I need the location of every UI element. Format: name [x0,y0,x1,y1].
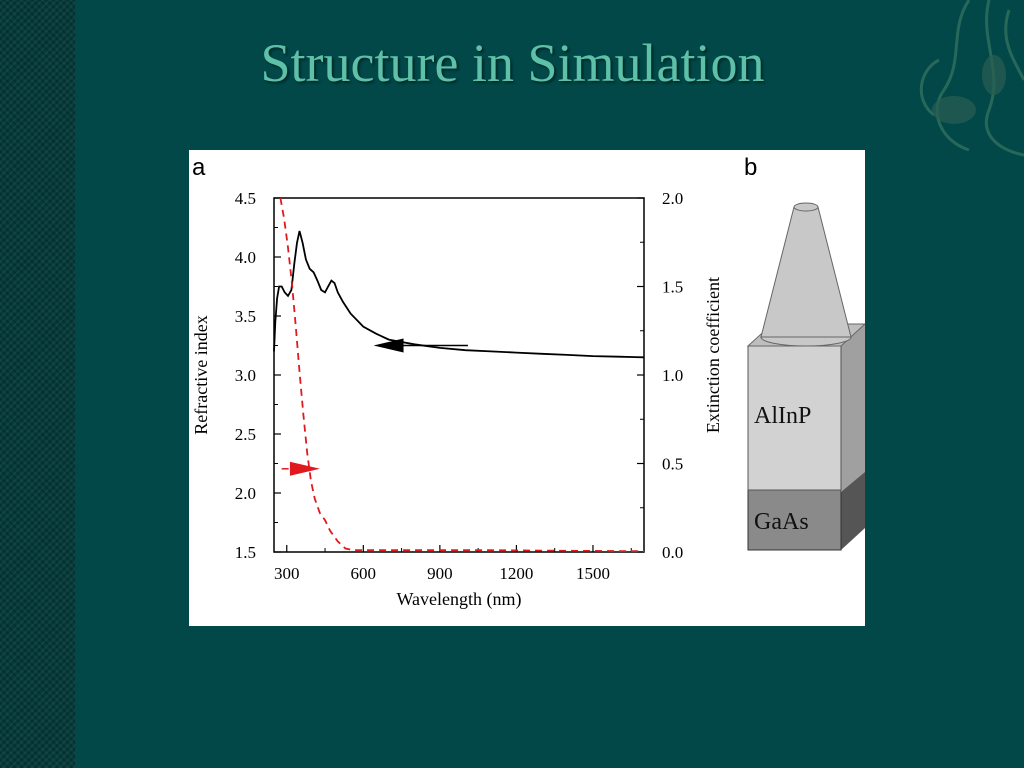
plot-frame [273,197,645,553]
y-left-tick-label: 3.0 [235,366,256,385]
y-left-axis-label: Refractive index [191,315,211,434]
y-right-axis-label: Extinction coefficient [703,277,723,433]
y-left-tick-label: 4.0 [235,248,256,267]
x-tick-label: 1500 [576,564,610,583]
extinction-coefficient-line [279,197,644,552]
x-tick-label: 600 [351,564,377,583]
left-decorative-strip [0,0,75,768]
figure-svg: a b 300 600 900 1200 1500 1.5 2.0 2.5 3.0 3.5 4.0 4… [191,154,867,610]
x-axis-label: Wavelength (nm) [396,589,521,610]
cone-top [793,202,819,212]
panel-b-label: b [744,154,757,181]
y-left-tick-label: 2.5 [235,425,256,444]
annotation-arrow-head [373,338,404,353]
optical-constants-chart: 300 600 900 1200 1500 1.5 2.0 2.5 3.0 3.5 4.0 4.5 0.… [191,189,723,610]
cone-body [760,206,852,338]
floral-ornament-icon [919,0,1024,157]
nanostructure-diagram: AlInP GaAs [746,202,867,551]
y-left-tick-label: 2.0 [235,484,256,503]
x-tick-label: 1200 [499,564,533,583]
panel-a-label: a [192,154,206,181]
alinp-block-front [747,345,842,491]
y-right-tick-label: 0.5 [662,455,683,474]
slide-title: Structure in Simulation [260,33,765,93]
annotation-arrow-head [289,461,320,476]
y-right-tick-label: 0.0 [662,543,683,562]
y-left-tick-label: 4.5 [235,189,256,208]
x-tick-label: 900 [427,564,453,583]
y-right-tick-label: 2.0 [662,189,683,208]
alinp-label: AlInP [754,403,811,429]
y-right-tick-label: 1.0 [662,366,683,385]
x-tick-label: 300 [274,564,300,583]
figure-panel: a b 300 600 900 1200 1500 1.5 2.0 2.5 3.0 3.5 4.0 4… [189,150,867,626]
y-right-tick-label: 1.5 [662,278,683,297]
refractive-index-line [273,230,645,359]
alinp-block-side [841,324,865,492]
y-left-tick-label: 3.5 [235,307,256,326]
gaas-label: GaAs [754,509,809,535]
y-left-tick-label: 1.5 [235,543,256,562]
